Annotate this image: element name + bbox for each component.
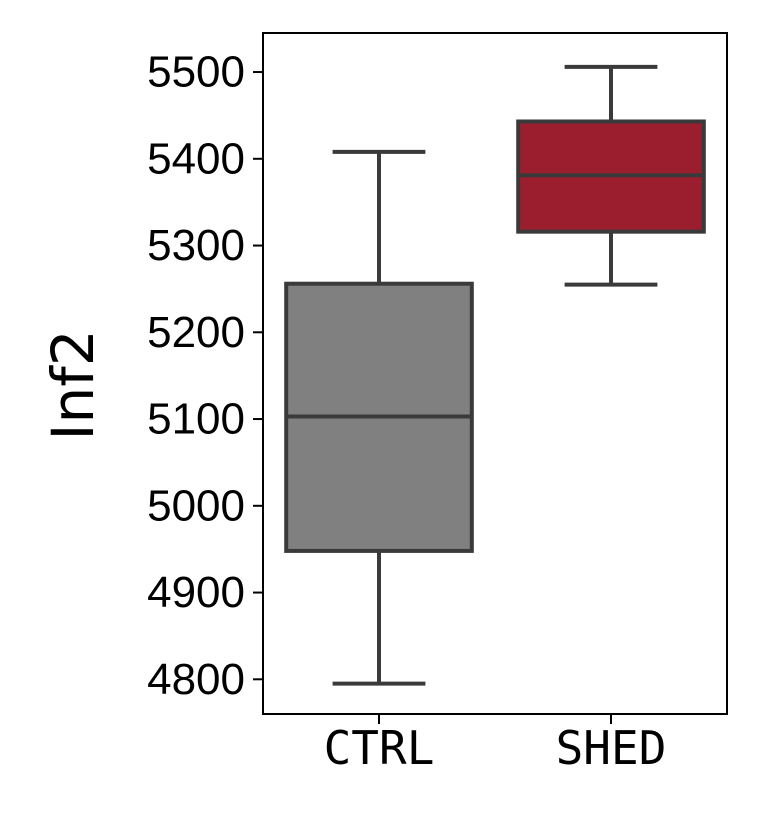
- y-axis-title-group: Inf2: [39, 329, 107, 440]
- y-tick-label: 5500: [147, 48, 245, 97]
- y-tick-label: 5300: [147, 221, 245, 270]
- x-axis-ticks: CTRL SHED: [324, 714, 667, 775]
- y-axis-title: Inf2: [39, 329, 107, 440]
- x-tick-label-shed: SHED: [556, 721, 667, 775]
- plot-frame: [262, 32, 728, 715]
- box-ctrl: [284, 149, 474, 686]
- y-tick-label: 5100: [147, 395, 245, 444]
- box-shed: [516, 64, 706, 287]
- x-tick-label-ctrl: CTRL: [324, 721, 435, 775]
- y-axis-ticks: 4800 4900 5000 5100 5200 5300 5400 5500: [147, 48, 263, 704]
- y-tick-label: 5000: [147, 481, 245, 530]
- y-tick-label: 4900: [147, 568, 245, 617]
- y-tick-label: 4800: [147, 655, 245, 704]
- y-tick-label: 5400: [147, 134, 245, 183]
- y-tick-label: 5200: [147, 308, 245, 357]
- boxes-group: [284, 64, 706, 686]
